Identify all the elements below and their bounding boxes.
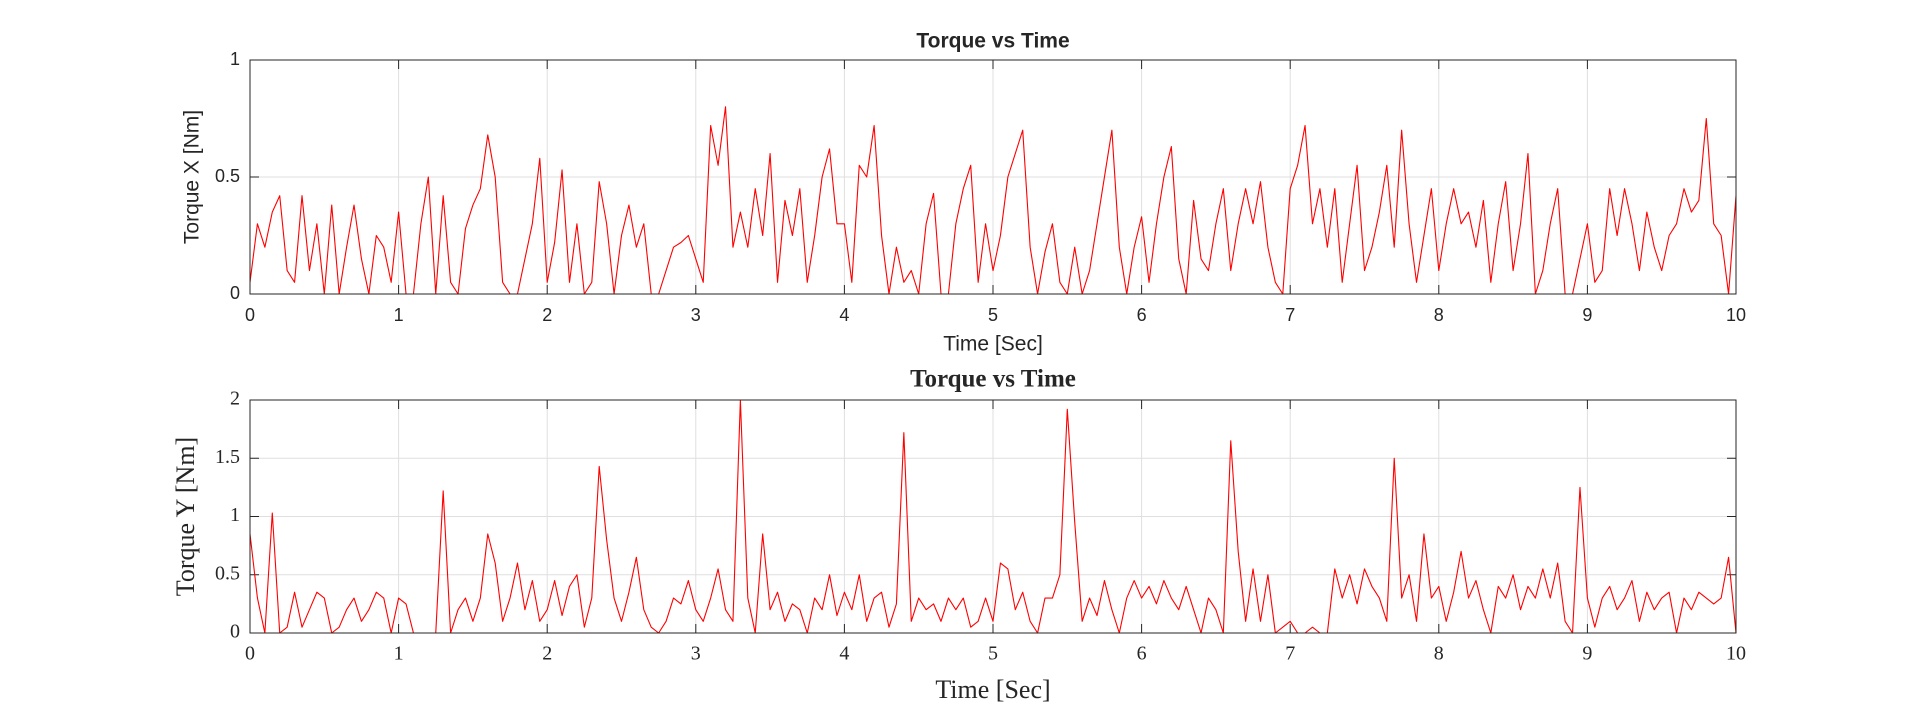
x-tick-label: 8 bbox=[1434, 305, 1444, 325]
y-axis-label: Torque Y [Nm] bbox=[171, 437, 200, 596]
y-tick-label: 0 bbox=[230, 283, 240, 303]
x-tick-label: 7 bbox=[1285, 643, 1295, 665]
x-tick-label: 2 bbox=[542, 643, 552, 665]
axes-box bbox=[249, 59, 1737, 295]
y-tick-label: 0.5 bbox=[215, 166, 240, 186]
x-tick-label: 0 bbox=[245, 305, 255, 325]
y-tick-label: 1.5 bbox=[215, 446, 240, 468]
x-tick-label: 7 bbox=[1285, 305, 1295, 325]
y-tick-label: 2 bbox=[230, 388, 240, 410]
data-line bbox=[249, 106, 1737, 295]
x-tick-label: 3 bbox=[691, 305, 701, 325]
x-tick-label: 9 bbox=[1582, 643, 1592, 665]
x-tick-label: 6 bbox=[1137, 643, 1147, 665]
x-tick-label: 8 bbox=[1434, 643, 1444, 665]
x-axis-label: Time [Sec] bbox=[943, 333, 1043, 356]
data-line bbox=[249, 399, 1737, 634]
x-tick-label: 2 bbox=[542, 305, 552, 325]
x-tick-label: 4 bbox=[839, 305, 849, 325]
x-tick-label: 9 bbox=[1582, 305, 1592, 325]
x-tick-label: 4 bbox=[839, 643, 849, 665]
x-tick-label: 5 bbox=[988, 305, 998, 325]
x-tick-label: 10 bbox=[1726, 305, 1746, 325]
bottom-chart: 0 1 2 3 4 5 6 7 8 9 10 0 0.5 1 1.5 2 Torque vs Time Time … bbox=[171, 366, 1746, 704]
x-tick-label: 6 bbox=[1137, 305, 1147, 325]
x-tick-label: 5 bbox=[988, 643, 998, 665]
chart-title: Torque vs Time bbox=[910, 366, 1076, 393]
x-tick-label: 10 bbox=[1726, 643, 1746, 665]
axes-box bbox=[249, 399, 1737, 634]
y-axis-label: Torque X [Nm] bbox=[181, 110, 204, 244]
x-tick-label: 1 bbox=[394, 643, 404, 665]
top-chart: 0 1 2 3 4 5 6 7 8 9 10 0 0.5 1 Torque vs Time Time [Sec… bbox=[181, 30, 1746, 356]
x-tick-label: 0 bbox=[245, 643, 255, 665]
x-tick-label: 3 bbox=[691, 643, 701, 665]
chart-title: Torque vs Time bbox=[916, 30, 1069, 53]
y-tick-label: 0.5 bbox=[215, 562, 240, 584]
y-tick-label: 1 bbox=[230, 504, 240, 526]
y-tick-label: 0 bbox=[230, 621, 240, 643]
x-axis-label: Time [Sec] bbox=[935, 675, 1050, 704]
x-tick-label: 1 bbox=[394, 305, 404, 325]
y-tick-label: 1 bbox=[230, 49, 240, 69]
